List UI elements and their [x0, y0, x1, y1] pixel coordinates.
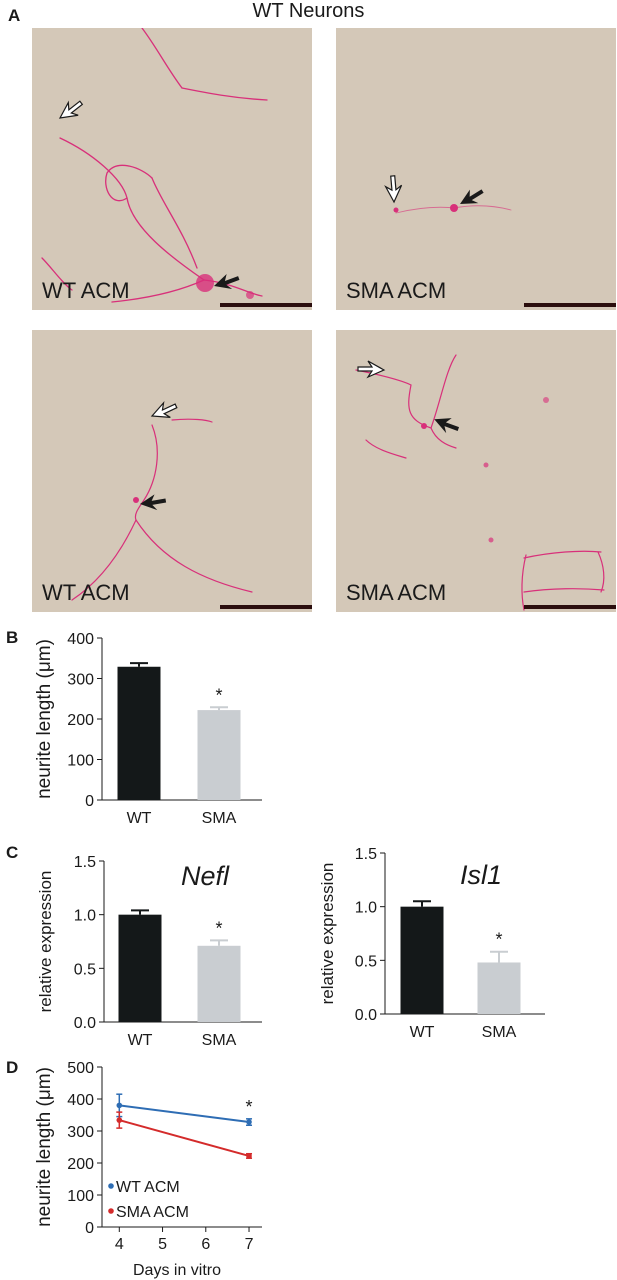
y-tick-label: 1.5 [74, 854, 96, 871]
x-category-label: SMA [202, 1032, 237, 1049]
y-tick-label: 0.5 [74, 961, 96, 978]
series-line-0 [119, 1104, 250, 1124]
micrograph-label: SMA ACM [346, 278, 447, 303]
x-axis-label: Days in vitro [133, 1262, 221, 1279]
chart-c-isl1: 0.0 0.5 1.0 1.5 WT SMA * Isl1 relative expressio… [318, 846, 545, 1041]
series-line-1 [119, 1119, 250, 1157]
y-tick-label: 300 [67, 1124, 94, 1141]
bar-sma [197, 945, 241, 1022]
micrograph-wt-acm-1: WT ACM [32, 28, 312, 310]
chart-b-neurite-length: 0 100 200 300 400 WT SMA * neurite length (μm) [34, 631, 262, 827]
scale-bar [524, 303, 616, 307]
chart-d-time-course: 0 100 200 300 400 500 4 5 6 7 * WT ACM SMA ACM Days i… [34, 1060, 262, 1279]
neuron-stain [384, 175, 512, 214]
legend-label: SMA ACM [116, 1204, 189, 1221]
open-arrow-icon [150, 400, 178, 418]
bar-wt [118, 914, 162, 1022]
y-axis-label: neurite length (μm) [34, 639, 55, 799]
significance-marker: * [246, 1097, 253, 1117]
solid-arrow-icon [460, 189, 484, 204]
micrograph-wt-acm-2: WT ACM [32, 330, 312, 612]
scale-bar [220, 303, 312, 307]
data-point [246, 1153, 252, 1159]
solid-arrow-icon [434, 418, 460, 434]
legend-marker [108, 1208, 114, 1214]
neuron-stain [355, 354, 605, 611]
open-arrow-icon [384, 175, 403, 204]
neuron-stain [41, 28, 268, 303]
x-category-label: WT [127, 810, 152, 827]
y-axis-label: neurite length (μm) [34, 1067, 55, 1227]
x-category-label: SMA [202, 810, 237, 827]
y-axis-label: relative expression [36, 871, 55, 1013]
y-tick-label: 300 [67, 672, 94, 689]
y-tick-label: 0 [85, 1220, 94, 1237]
data-point [116, 1102, 123, 1109]
scale-bar [524, 605, 616, 609]
panel-letter-d: D [6, 1058, 19, 1077]
x-tick-label: 6 [201, 1236, 210, 1253]
x-category-label: WT [128, 1032, 153, 1049]
y-tick-label: 1.5 [355, 846, 377, 863]
bar-wt [117, 666, 161, 800]
y-tick-label: 100 [67, 753, 94, 770]
chart-title: Nefl [181, 861, 230, 891]
micrograph-label: WT ACM [42, 580, 130, 605]
y-tick-label: 0.0 [355, 1007, 377, 1024]
y-tick-label: 400 [67, 631, 94, 648]
y-axis-label: relative expression [318, 863, 337, 1005]
chart-c-nefl: 0.0 0.5 1.0 1.5 WT SMA * Nefl relative expressio… [36, 854, 262, 1049]
y-tick-label: 1.0 [355, 900, 377, 917]
legend-label: WT ACM [116, 1179, 180, 1196]
micrograph-label: WT ACM [42, 278, 130, 303]
significance-marker: * [215, 685, 222, 705]
data-point [246, 1119, 252, 1125]
scale-bar [220, 605, 312, 609]
significance-marker: * [215, 918, 222, 938]
x-tick-label: 5 [158, 1236, 167, 1253]
micrograph-label: SMA ACM [346, 580, 447, 605]
panel-letter-a: A [8, 6, 21, 25]
panel-letter-c: C [6, 843, 19, 862]
chart-title: Isl1 [460, 860, 502, 890]
x-tick-label: 7 [245, 1236, 254, 1253]
y-tick-label: 200 [67, 712, 94, 729]
y-tick-label: 1.0 [74, 908, 96, 925]
data-point [116, 1117, 123, 1123]
x-tick-label: 4 [115, 1236, 124, 1253]
open-arrow-icon [58, 100, 84, 119]
x-category-label: SMA [482, 1024, 517, 1041]
open-arrow-icon [357, 360, 386, 379]
y-tick-label: 400 [67, 1092, 94, 1109]
bar-wt [400, 906, 444, 1014]
y-tick-label: 0.5 [355, 953, 377, 970]
x-category-label: WT [410, 1024, 435, 1041]
micrograph-sma-acm-1: SMA ACM [336, 28, 616, 310]
solid-arrow-icon [140, 494, 167, 511]
legend-marker [108, 1183, 114, 1189]
panel-letter-b: B [6, 628, 19, 647]
y-tick-label: 0.0 [74, 1015, 96, 1032]
solid-arrow-icon [214, 273, 240, 289]
bar-sma [477, 962, 521, 1014]
figure-title: WT Neurons [252, 0, 365, 22]
y-tick-label: 200 [67, 1156, 94, 1173]
y-tick-label: 100 [67, 1188, 94, 1205]
neuron-stain [71, 400, 253, 601]
bar-sma [197, 710, 241, 800]
significance-marker: * [495, 930, 502, 950]
y-tick-label: 0 [85, 793, 94, 810]
micrograph-sma-acm-2: SMA ACM [336, 330, 616, 612]
y-tick-label: 500 [67, 1060, 94, 1077]
